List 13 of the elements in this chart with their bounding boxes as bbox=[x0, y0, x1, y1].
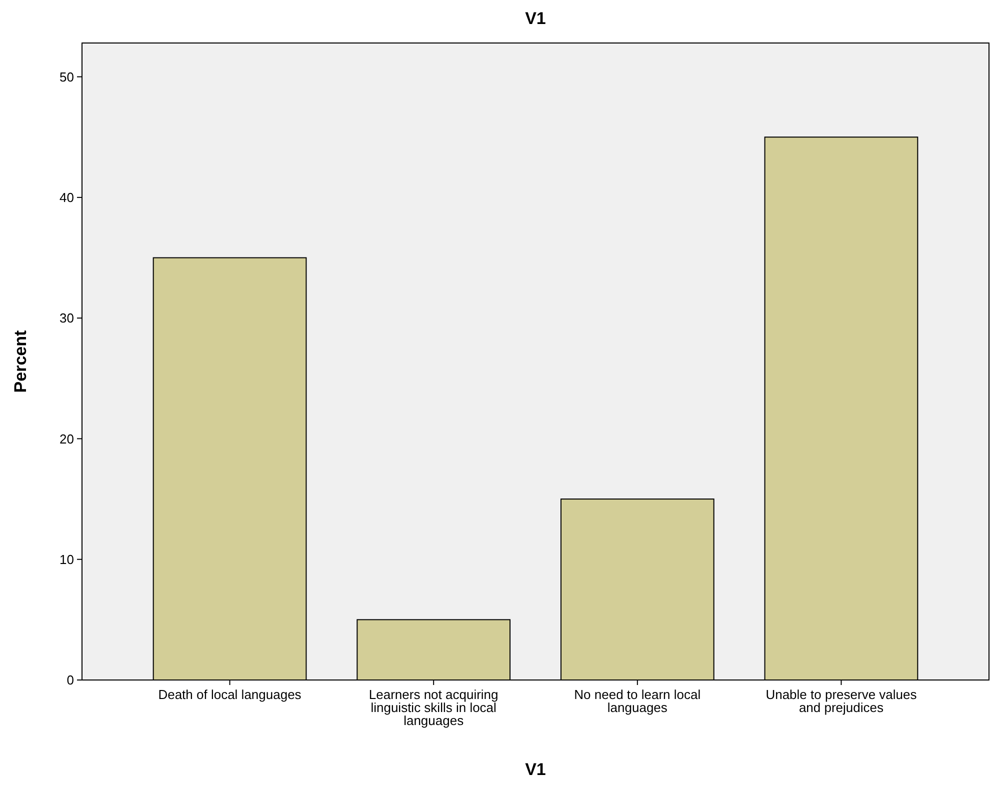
x-tick-label: Unable to preserve values and prejudices bbox=[766, 687, 918, 715]
y-tick-label: 20 bbox=[60, 431, 74, 446]
y-tick-label: 30 bbox=[60, 310, 74, 326]
y-tick-label: 10 bbox=[60, 552, 74, 567]
y-tick-label: 0 bbox=[66, 672, 74, 688]
y-tick-label: 40 bbox=[60, 190, 74, 205]
x-tick-label: Learners not acquiring linguistic skills in local languages bbox=[368, 687, 498, 728]
y-tick-label: 50 bbox=[60, 69, 74, 84]
x-tick-label: Death of local languages bbox=[158, 687, 302, 702]
y-axis-title: Percent bbox=[11, 330, 30, 393]
chart-title: V1 bbox=[525, 9, 546, 28]
x-axis-title: V1 bbox=[525, 760, 546, 779]
x-tick-label: No need to learn local languages bbox=[574, 687, 701, 715]
